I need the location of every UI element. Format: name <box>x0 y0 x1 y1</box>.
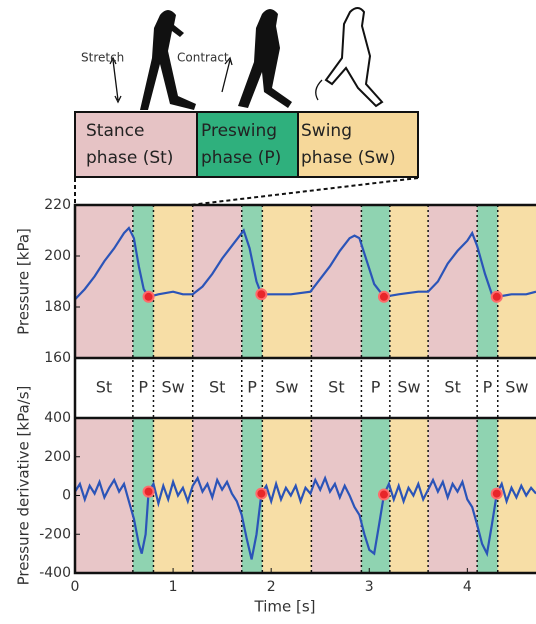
y-tick-label: 160 <box>44 350 71 366</box>
phase-label: Sw <box>397 378 420 397</box>
phase-band <box>389 205 429 358</box>
phase-label: St <box>328 378 344 397</box>
x-tick-label: 3 <box>365 579 374 595</box>
x-tick-label: 2 <box>267 579 276 595</box>
phase-band <box>192 205 242 358</box>
walking-figures <box>109 7 384 110</box>
stance-box <box>74 111 198 178</box>
phase-band <box>361 205 390 358</box>
phase-band <box>241 205 263 358</box>
phase-band <box>311 418 362 573</box>
box-text: Swing <box>301 121 352 141</box>
box-text: Preswing <box>201 121 277 141</box>
contract-label: Contract <box>177 51 229 65</box>
x-tick-label: 0 <box>71 579 80 595</box>
swing-box <box>297 111 419 178</box>
y-tick-label: 200 <box>44 248 71 264</box>
box-text: phase (P) <box>201 148 281 168</box>
phase-label: St <box>209 378 225 397</box>
event-marker <box>142 290 155 303</box>
event-marker <box>490 290 503 303</box>
phase-band <box>75 205 133 358</box>
phase-band <box>477 418 498 573</box>
stretch-label: Stretch <box>81 51 124 65</box>
event-marker <box>490 487 503 500</box>
data-line <box>74 475 536 560</box>
phase-label: Sw <box>275 378 298 397</box>
phase-band <box>497 205 536 358</box>
event-marker <box>255 487 268 500</box>
x-axis-label: Time [s] <box>254 598 316 616</box>
event-marker <box>142 485 155 498</box>
frame <box>73 203 536 575</box>
y-tick-label: -400 <box>39 565 71 581</box>
y-tick-label: 180 <box>44 299 71 315</box>
phase-band <box>428 205 478 358</box>
y-tick-label: 220 <box>44 197 71 213</box>
y-axis-label: Pressure derivative [kPa/s] <box>15 386 33 586</box>
phase-label: Sw <box>505 378 528 397</box>
x-tick-label: 4 <box>463 579 472 595</box>
phase-label: P <box>247 378 257 397</box>
box-text: Stance <box>86 121 144 141</box>
phase-label: P <box>483 378 493 397</box>
box-text: phase (St) <box>86 148 173 168</box>
event-marker <box>377 488 390 501</box>
phase-label: St <box>96 378 112 397</box>
data-line <box>74 226 536 301</box>
zoom-lines <box>74 177 419 206</box>
phase-band <box>262 205 312 358</box>
phase-band <box>153 205 193 358</box>
y-axis-label: Pressure [kPa] <box>15 228 33 335</box>
x-tick-label: 1 <box>169 579 178 595</box>
preswing-box <box>196 111 299 178</box>
phase-label: P <box>138 378 148 397</box>
phase-label: Sw <box>161 378 184 397</box>
event-marker <box>377 290 390 303</box>
phase-band <box>311 205 362 358</box>
event-marker <box>255 288 268 301</box>
box-text: phase (Sw) <box>301 148 396 168</box>
y-tick-label: 400 <box>44 410 71 426</box>
phase-label: St <box>444 378 460 397</box>
y-tick-label: 200 <box>44 449 71 465</box>
phase-label: P <box>371 378 381 397</box>
y-tick-label: 0 <box>62 488 71 504</box>
y-tick-label: -200 <box>39 526 71 542</box>
phase-band <box>428 418 478 573</box>
